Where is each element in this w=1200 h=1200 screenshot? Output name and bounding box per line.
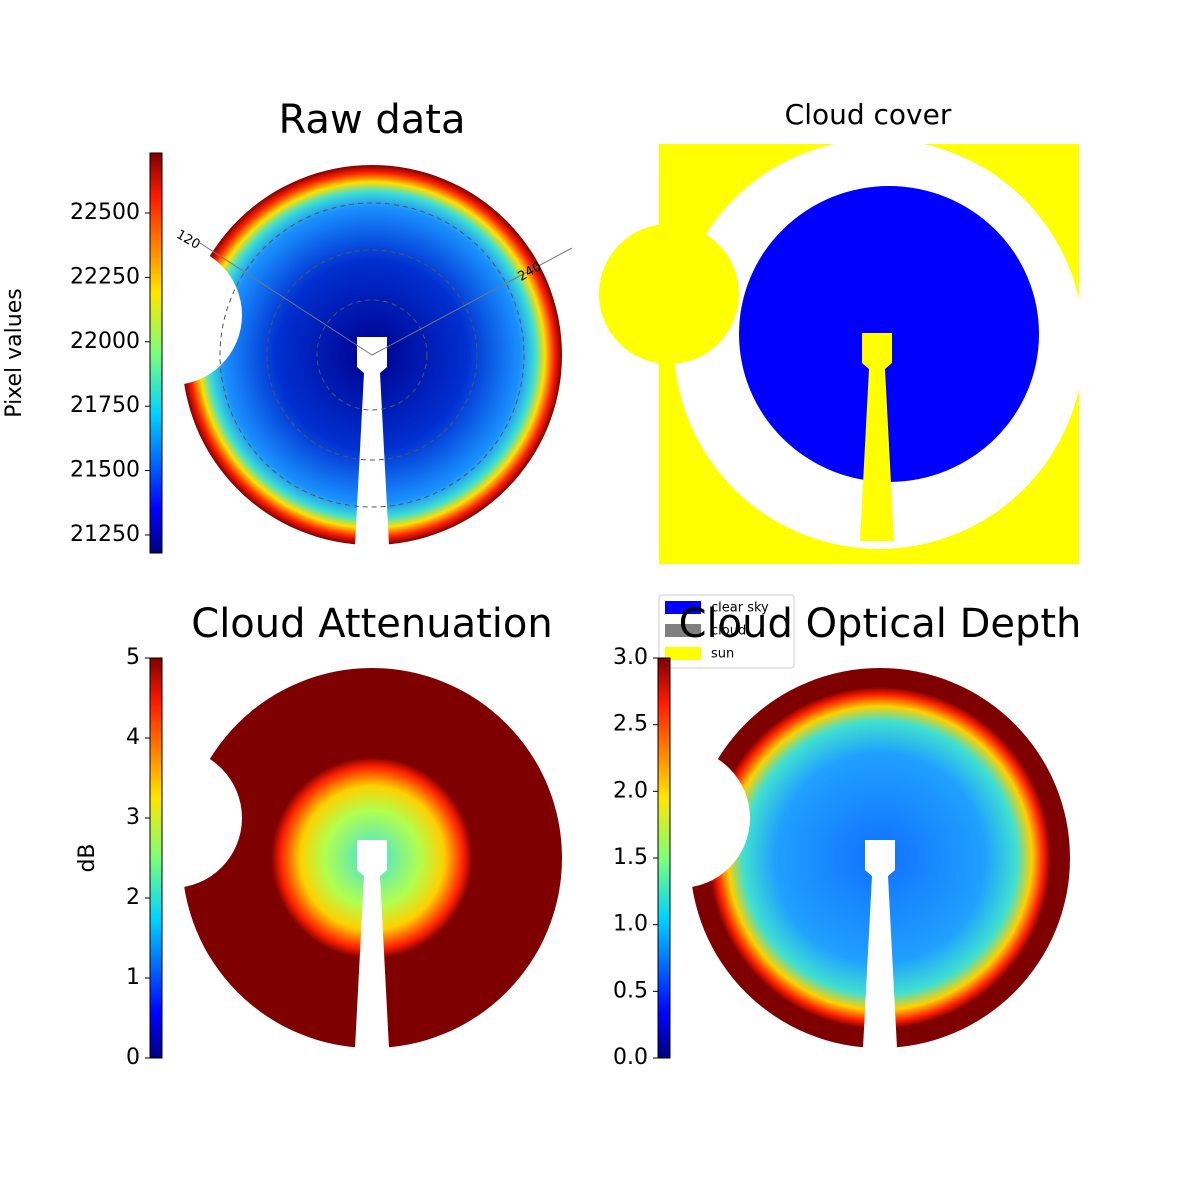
panel-title: Raw data (279, 97, 466, 143)
colorbar (149, 657, 163, 1059)
colorbar-tick-label: 2.0 (613, 778, 648, 803)
panel-title: Cloud Optical Depth (679, 601, 1082, 647)
horizon-mask (599, 224, 739, 364)
legend-swatch (665, 647, 701, 660)
colorbar-tick-label: 3 (126, 805, 140, 830)
colorbar-tick-label: 3.0 (613, 645, 648, 670)
horizon-mask (102, 245, 242, 385)
colorbar-tick-label: 1.0 (613, 912, 648, 937)
colorbar-tick-label: 22000 (70, 329, 140, 354)
panel-title: Cloud Attenuation (191, 601, 552, 647)
colorbar-tick-label: 1 (126, 965, 140, 990)
colorbar-tick-label: 4 (126, 725, 140, 750)
sun-blocker (863, 840, 897, 1048)
colorbar-tick-label: 2.5 (613, 712, 648, 737)
colorbar-tick-label: 2 (126, 885, 140, 910)
polar-spoke (199, 242, 373, 356)
colorbar-tick-label: 21750 (70, 393, 140, 418)
legend-label: cloud (711, 624, 746, 639)
colorbar-tick-label: 1.5 (613, 845, 648, 870)
colorbar (149, 152, 163, 554)
sun-blocker (355, 840, 389, 1048)
colorbar (657, 657, 671, 1059)
polar-ring (266, 249, 478, 461)
colorbar-tick-label: 22500 (70, 200, 140, 225)
polar-ring (316, 299, 428, 411)
legend-label: sun (711, 647, 734, 662)
colorbar-tick-label: 21500 (70, 458, 140, 483)
colorbar-label: dB (75, 843, 100, 872)
sun-blocker (355, 337, 389, 545)
polar-spoke (371, 247, 573, 356)
horizon-mask (610, 748, 750, 888)
legend-label: clear sky (711, 601, 769, 616)
colorbar-tick-label: 0.5 (613, 978, 648, 1003)
colorbar-tick-label: 22250 (70, 264, 140, 289)
colorbar-tick-label: 21250 (70, 522, 140, 547)
colorbar-label: Pixel values (2, 288, 27, 417)
colorbar-tick-label: 0 (126, 1045, 140, 1070)
legend-swatch (665, 601, 701, 614)
polar-ring (219, 202, 525, 508)
sun-blocker (860, 333, 894, 541)
panel-title: Cloud cover (785, 98, 952, 131)
colorbar-tick-label: 5 (126, 645, 140, 670)
legend-swatch (665, 624, 701, 637)
horizon-mask (102, 748, 242, 888)
colorbar-tick-label: 0.0 (613, 1045, 648, 1070)
